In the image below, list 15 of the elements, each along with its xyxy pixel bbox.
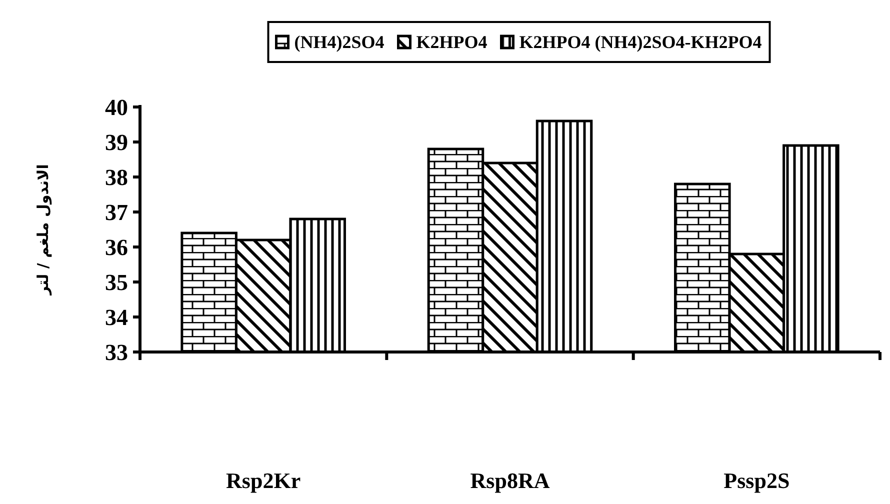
y-tick-label: 38 — [105, 165, 128, 190]
legend-label: (NH4)2SO4 — [294, 32, 384, 52]
y-tick-label: 37 — [105, 200, 128, 225]
legend-label: K2HPO4 — [416, 32, 488, 52]
y-tick-label: 39 — [105, 130, 128, 155]
legend-label: K2HPO4 (NH4)2SO4-KH2PO4 — [519, 32, 762, 52]
y-tick-label: 33 — [105, 340, 128, 365]
y-tick-label: 36 — [105, 235, 128, 260]
x-tick-label: Rsp8RA — [470, 468, 550, 493]
x-tick-label: Pssp2S — [724, 468, 790, 493]
y-tick-label: 35 — [105, 270, 128, 295]
y-tick-label: 40 — [105, 95, 128, 120]
y-axis-title: الاندول ملغم / لتر — [34, 164, 52, 296]
x-tick-label: Rsp2Kr — [226, 468, 301, 493]
y-tick-label: 34 — [105, 305, 128, 330]
